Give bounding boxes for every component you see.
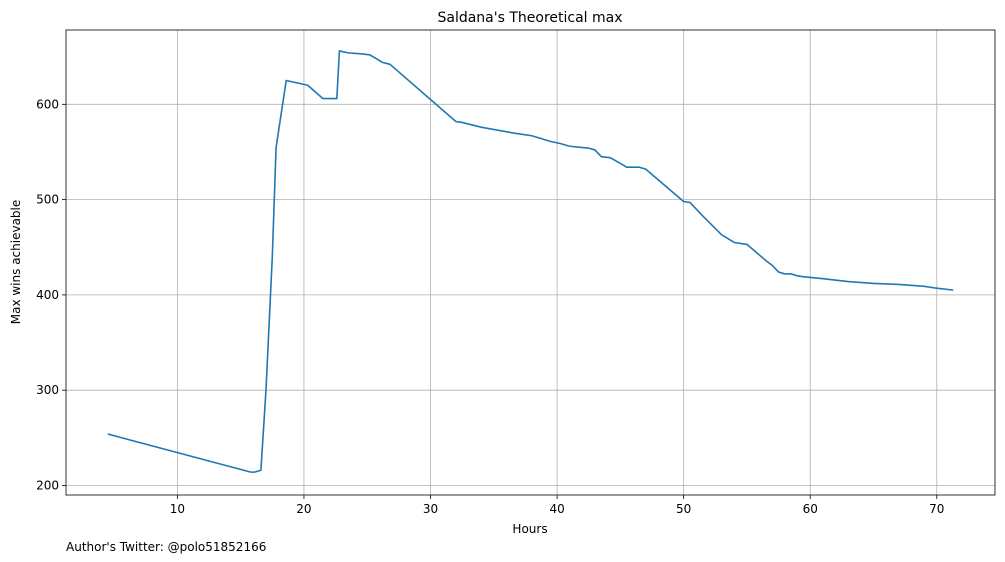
grid xyxy=(66,30,995,495)
x-tick-label: 70 xyxy=(929,502,944,516)
x-tick-label: 50 xyxy=(676,502,691,516)
chart-title: Saldana's Theoretical max xyxy=(437,10,622,26)
x-tick-label: 30 xyxy=(423,502,438,516)
x-tick-label: 20 xyxy=(296,502,311,516)
y-tick-label: 500 xyxy=(36,193,59,207)
y-axis-label: Max wins achievable xyxy=(9,200,23,325)
x-tick-label: 60 xyxy=(803,502,818,516)
plot-frame xyxy=(65,29,996,496)
series-line xyxy=(107,50,954,473)
x-axis-label: Hours xyxy=(512,522,547,536)
x-axis-ticks: 10 20 30 40 50 60 70 xyxy=(170,495,944,516)
x-tick-label: 40 xyxy=(549,502,564,516)
x-tick-label: 10 xyxy=(170,502,185,516)
series-layer xyxy=(107,50,954,473)
y-tick-label: 400 xyxy=(36,288,59,302)
y-tick-label: 300 xyxy=(36,383,59,397)
y-tick-label: 600 xyxy=(36,97,59,111)
author-footnote: Author's Twitter: @polo51852166 xyxy=(66,540,266,554)
y-axis-ticks: 200 300 400 500 600 xyxy=(36,97,66,492)
y-tick-label: 200 xyxy=(36,478,59,492)
